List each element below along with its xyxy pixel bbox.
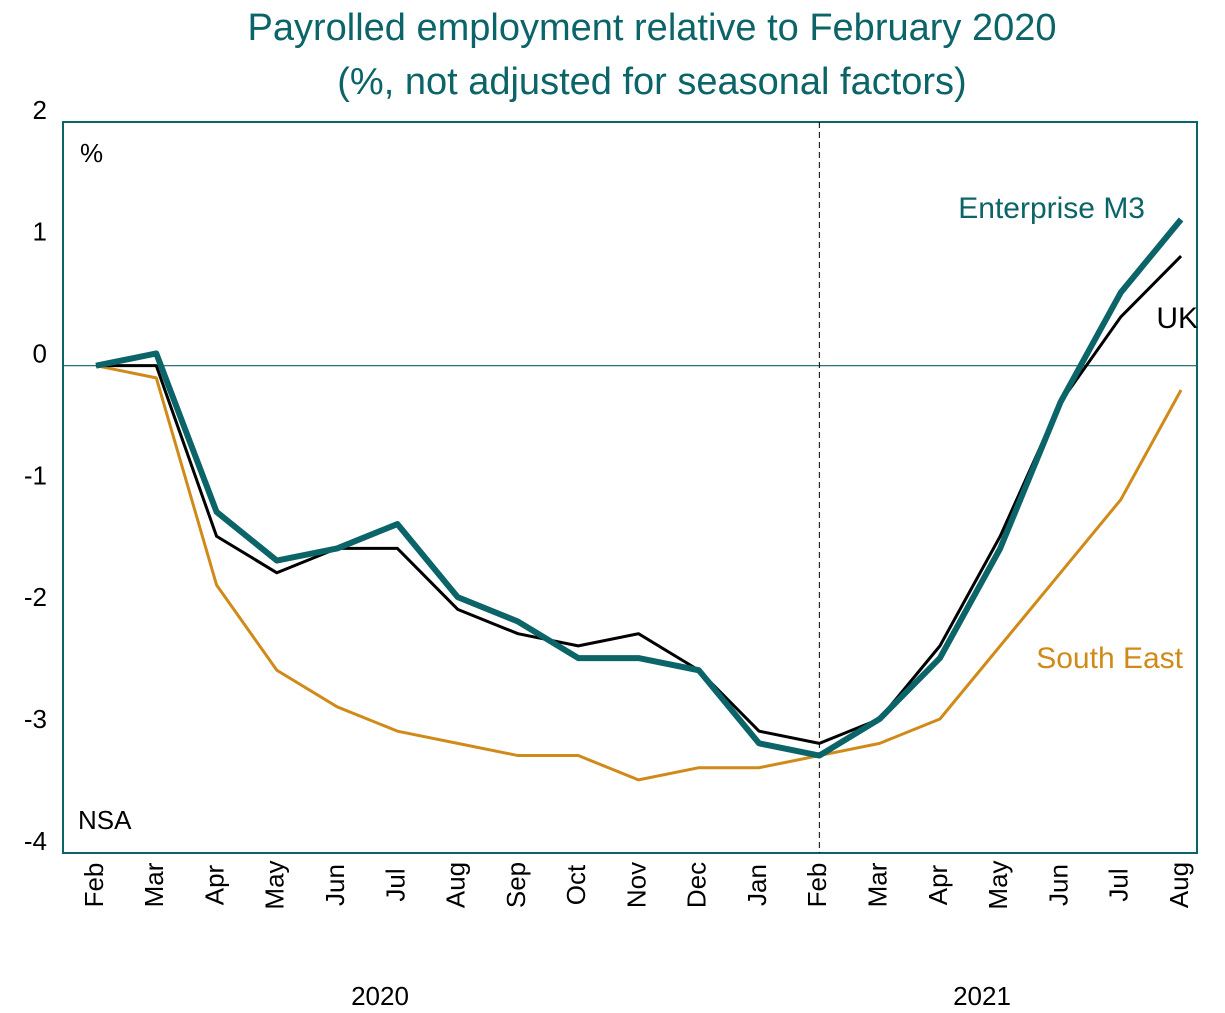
series-line: [95, 217, 1184, 759]
x-tick-label: Feb: [802, 863, 832, 908]
x-tick-label: Jun: [1043, 864, 1073, 906]
y-tick-label: -2: [24, 582, 47, 612]
x-tick-label: May: [260, 860, 290, 909]
series-line: [96, 254, 1183, 745]
chart-subtitle: (%, not adjusted for seasonal factors): [337, 61, 966, 103]
x-tick-label: Dec: [682, 862, 712, 908]
x-tick-label: Apr: [923, 864, 953, 905]
series-label: UK: [1156, 302, 1198, 335]
x-tick-label: Mar: [863, 862, 893, 907]
x-tick-label: Jun: [320, 864, 350, 906]
unit-label: %: [80, 138, 103, 168]
x-tick-label: Jan: [742, 864, 772, 906]
year-label: 2021: [953, 981, 1011, 1011]
chart-title: Payrolled employment relative to Februar…: [248, 7, 1057, 49]
x-tick-label: Aug: [441, 862, 471, 908]
series-label: Enterprise M3: [958, 192, 1145, 225]
series-label: South East: [1036, 642, 1183, 675]
x-tick-label: Apr: [199, 864, 229, 905]
plot-frame: [62, 121, 1198, 854]
y-tick-label: -3: [24, 704, 47, 734]
x-tick-label: Jul: [380, 868, 410, 901]
y-tick-label: -4: [24, 826, 47, 856]
x-tick-label: Oct: [561, 864, 591, 905]
x-tick-label: Sep: [501, 862, 531, 908]
x-tick-label: Nov: [621, 862, 651, 908]
x-tick-label: Aug: [1164, 862, 1194, 908]
y-tick-label: 2: [33, 95, 47, 125]
y-tick-label: 0: [33, 339, 47, 369]
x-tick-label: May: [983, 860, 1013, 909]
x-tick-label: Jul: [1104, 868, 1134, 901]
annotation: NSA: [78, 805, 132, 835]
year-label: 2020: [351, 981, 409, 1011]
series-line: [95, 364, 1183, 782]
y-tick-label: 1: [33, 217, 47, 247]
x-tick-label: Feb: [79, 863, 109, 908]
y-tick-label: -1: [24, 460, 47, 490]
x-tick-label: Mar: [139, 862, 169, 907]
